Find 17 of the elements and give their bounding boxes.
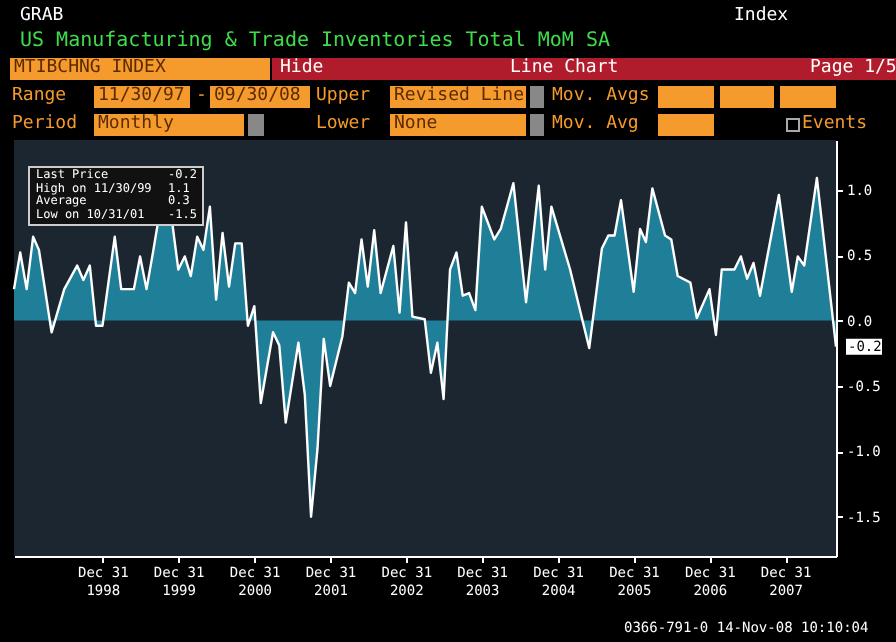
text: Monthly [98,114,174,136]
text: Page 1/5 [810,58,896,80]
text: Line Chart [510,58,619,80]
text: Range [12,86,67,108]
text: None [394,114,438,136]
text: Period [12,114,78,136]
text: Index [734,6,789,28]
text: Mov. Avg [552,114,639,136]
text: MTIBCHNG INDEX [14,58,166,80]
text: Events [802,114,868,136]
chart-title: US Manufacturing & Trade Inventories Total MoM SA [20,30,611,52]
text: GRAB [20,6,64,28]
text: Hide [280,58,324,80]
text: Mov. Avgs [552,86,650,108]
text: Upper [316,86,371,108]
text: - [196,86,207,108]
text: Lower [316,114,371,136]
